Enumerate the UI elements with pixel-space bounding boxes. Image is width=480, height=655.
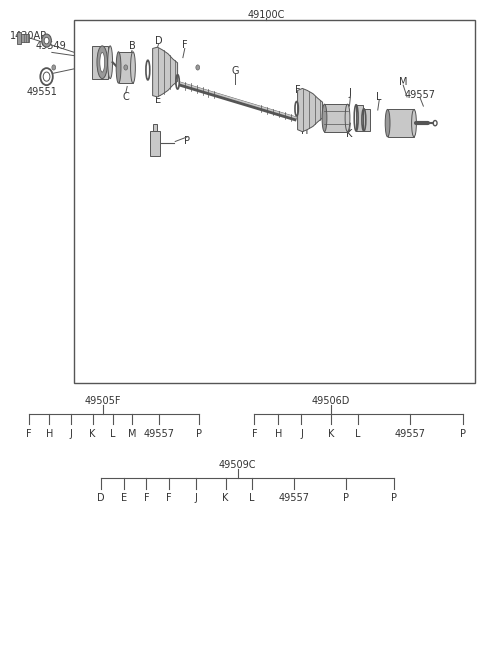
Text: G: G (231, 66, 239, 76)
Ellipse shape (322, 104, 327, 132)
Bar (17, 32, 21, 44)
Text: F: F (295, 85, 300, 96)
Bar (150, 131, 160, 156)
Text: M: M (128, 428, 136, 439)
Bar (324, 104, 348, 132)
Text: K: K (328, 428, 335, 439)
Bar (19, 34, 29, 42)
Text: D: D (97, 493, 105, 503)
Text: P: P (343, 493, 348, 503)
Bar (74, 20, 475, 383)
Text: F: F (182, 39, 188, 50)
Text: 49551: 49551 (26, 86, 57, 97)
Text: D: D (155, 35, 162, 46)
Text: J: J (194, 493, 197, 503)
Circle shape (42, 34, 51, 47)
Bar (153, 124, 157, 131)
Ellipse shape (131, 52, 135, 83)
Text: F: F (252, 428, 257, 439)
Ellipse shape (345, 104, 350, 132)
Bar (363, 109, 370, 131)
Text: F: F (166, 493, 172, 503)
Text: L: L (110, 428, 116, 439)
Polygon shape (153, 47, 178, 97)
Ellipse shape (100, 52, 105, 72)
Text: K: K (89, 428, 96, 439)
Circle shape (124, 65, 128, 70)
Text: M: M (399, 77, 408, 87)
Text: P: P (184, 136, 190, 146)
Circle shape (44, 37, 49, 44)
Text: L: L (376, 92, 382, 102)
Text: L: L (249, 493, 255, 503)
Polygon shape (298, 88, 323, 132)
Circle shape (196, 65, 200, 70)
Ellipse shape (108, 46, 112, 79)
Text: 49505F: 49505F (85, 396, 121, 406)
Text: 49557: 49557 (395, 428, 426, 439)
Text: E: E (121, 493, 127, 503)
Ellipse shape (411, 109, 416, 137)
Text: F: F (26, 428, 32, 439)
Circle shape (52, 65, 56, 70)
Text: F: F (144, 493, 149, 503)
Bar (356, 105, 363, 131)
Bar (119, 52, 133, 83)
Text: C: C (122, 92, 129, 102)
Text: P: P (460, 428, 466, 439)
Text: J: J (349, 88, 352, 98)
Ellipse shape (385, 109, 390, 137)
Text: K: K (346, 129, 353, 140)
Ellipse shape (97, 46, 108, 79)
Text: E: E (156, 94, 161, 105)
Text: H: H (46, 428, 53, 439)
Text: L: L (355, 428, 360, 439)
Text: H: H (301, 126, 309, 136)
Text: 49506D: 49506D (312, 396, 350, 406)
Bar (388, 109, 414, 137)
Text: P: P (391, 493, 396, 503)
Ellipse shape (116, 52, 121, 83)
Text: 49557: 49557 (278, 493, 309, 503)
Text: H: H (275, 428, 282, 439)
Text: J: J (70, 428, 72, 439)
Text: J: J (300, 428, 303, 439)
Text: P: P (196, 428, 202, 439)
Text: 49557: 49557 (144, 428, 175, 439)
Text: 49100C: 49100C (248, 10, 285, 20)
Text: K: K (222, 493, 229, 503)
Text: B: B (129, 41, 135, 51)
Bar (92, 46, 108, 79)
Text: 49557: 49557 (405, 90, 435, 100)
Text: 49549: 49549 (36, 41, 67, 51)
Text: 1430AR: 1430AR (10, 31, 48, 41)
Text: 49509C: 49509C (219, 460, 256, 470)
